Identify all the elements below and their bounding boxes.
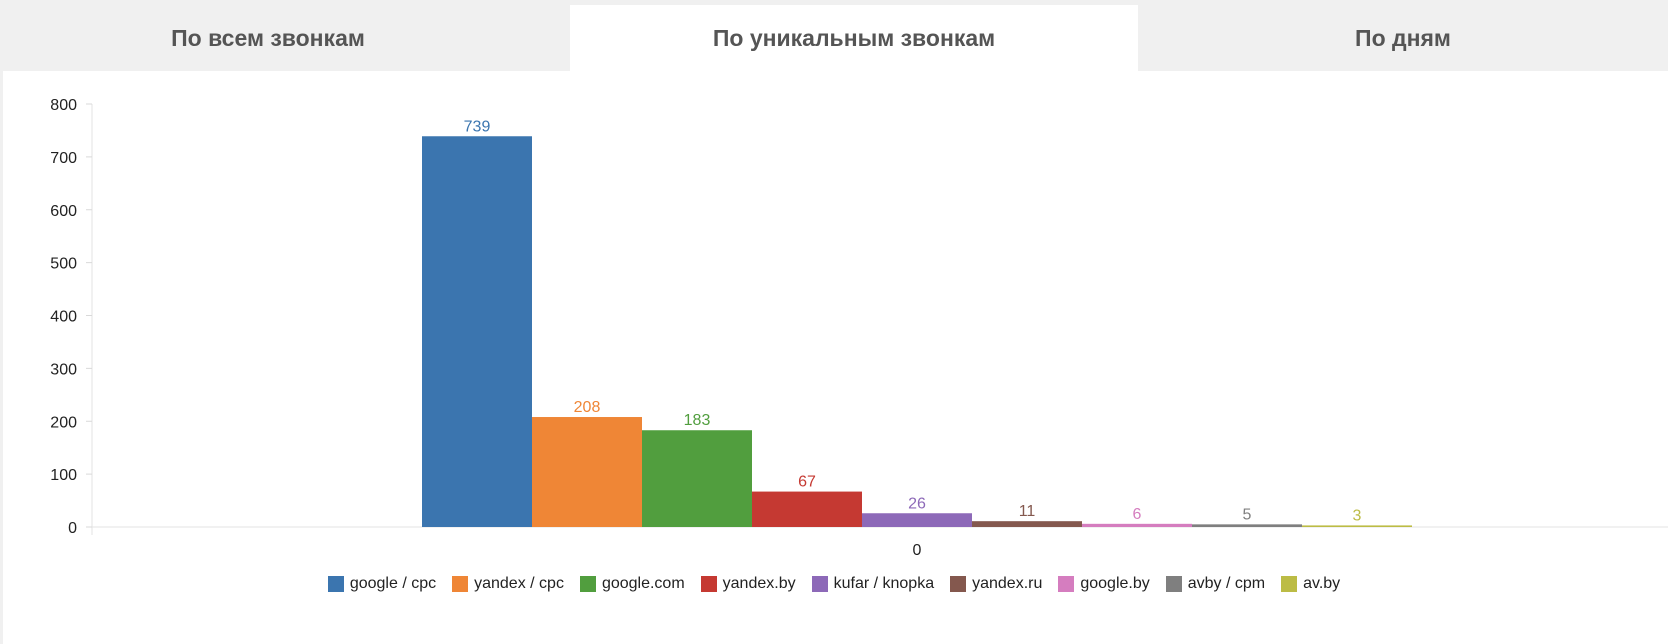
tab-bar: По всем звонкам По уникальным звонкам По… (0, 0, 1668, 71)
y-tick-label: 0 (68, 520, 77, 537)
bar-avby-cpm[interactable] (1192, 524, 1302, 527)
legend-label: google.com (601, 575, 685, 592)
chart-legend: google / cpc yandex / cpc google.com yandex… (0, 572, 1668, 596)
y-tick-label: 100 (50, 467, 77, 484)
y-tick-label: 800 (50, 97, 77, 114)
legend-label: yandex.ru (972, 575, 1043, 592)
legend-label: google / cpc (349, 575, 437, 592)
legend-label: avby / cpm (1187, 575, 1266, 592)
data-label: 208 (574, 399, 601, 416)
y-tick-label: 600 (50, 203, 77, 220)
tab-by-days[interactable]: По дням (1355, 24, 1451, 51)
y-tick-label: 700 (50, 150, 77, 167)
data-label: 6 (1133, 506, 1142, 523)
legend-swatch (1165, 576, 1182, 592)
legend-item[interactable]: google.com (579, 575, 685, 593)
chart-panel (3, 71, 1668, 644)
legend-swatch (811, 576, 828, 592)
data-label: 26 (908, 495, 926, 512)
y-tick-label: 400 (50, 309, 77, 326)
legend-swatch (327, 576, 344, 592)
bar-kufar-knopka[interactable] (862, 513, 972, 527)
legend-label: yandex.by (722, 575, 796, 592)
bar-yandex-cpc[interactable] (532, 417, 642, 527)
y-tick-label: 200 (50, 414, 77, 431)
bar-google-cpc[interactable] (422, 136, 532, 527)
legend-item[interactable]: google.by (1058, 575, 1150, 593)
data-label: 739 (464, 118, 491, 135)
data-label: 11 (1019, 503, 1036, 520)
bar-google-com[interactable] (642, 430, 752, 527)
legend-label: yandex / cpc (474, 575, 564, 592)
legend-item[interactable]: google / cpc (327, 575, 437, 593)
legend-swatch (579, 576, 596, 592)
legend-label: kufar / knopka (833, 575, 935, 592)
data-label: 5 (1243, 506, 1252, 523)
bar-yandex-ru[interactable] (972, 521, 1082, 527)
bar-yandex-by[interactable] (752, 491, 862, 527)
legend-item[interactable]: avby / cpm (1165, 575, 1266, 593)
legend-swatch (1058, 576, 1075, 592)
tab-all-calls[interactable]: По всем звонкам (171, 24, 365, 51)
data-label: 183 (684, 412, 711, 429)
tab-unique-calls[interactable]: По уникальным звонкам (570, 5, 1138, 71)
legend-swatch (950, 576, 967, 592)
legend-swatch (1281, 576, 1298, 592)
legend-label: av.by (1303, 575, 1341, 592)
x-tick-label: 0 (913, 542, 922, 559)
data-label: 3 (1353, 507, 1362, 524)
legend-item[interactable]: av.by (1281, 575, 1340, 593)
legend-label: google.by (1080, 575, 1150, 592)
y-tick-label: 500 (50, 256, 77, 273)
y-tick-label: 300 (50, 361, 77, 378)
legend-item[interactable]: kufar / knopka (811, 575, 935, 593)
legend-item[interactable]: yandex.by (700, 575, 796, 593)
legend-swatch (700, 576, 717, 592)
legend-swatch (452, 576, 469, 592)
legend-item[interactable]: yandex / cpc (452, 575, 564, 593)
legend-item[interactable]: yandex.ru (950, 575, 1042, 593)
bar-av-by[interactable] (1302, 525, 1412, 527)
bar-google-by[interactable] (1082, 523, 1192, 527)
data-label: 67 (798, 474, 816, 491)
